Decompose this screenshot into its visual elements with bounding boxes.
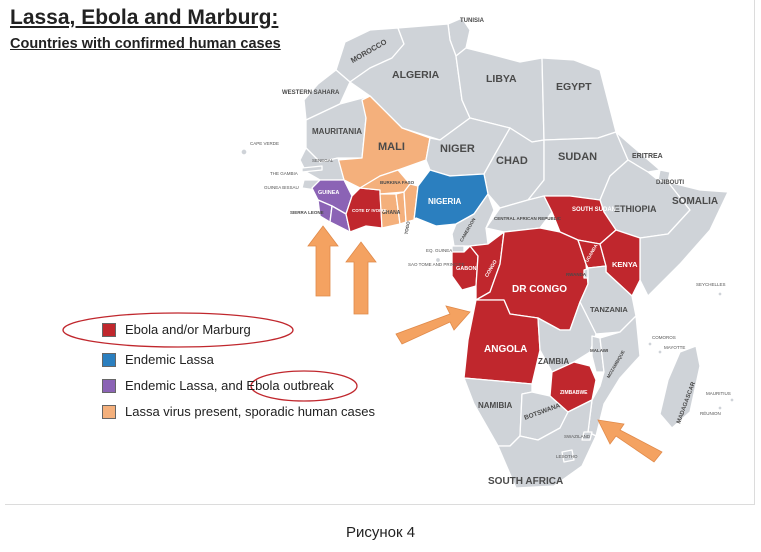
label-seychelles: SEYCHELLES [696,282,726,287]
arrow-angola [395,305,471,345]
country-mauritius [729,397,735,403]
label-mauritania: MAURITANIA [312,127,362,136]
label-cape-verde: CAPE VERDE [250,141,279,146]
country-madagascar [659,345,701,429]
label-senegal: SENEGAL [312,158,334,163]
legend-item-lassa-ebola: Endemic Lassa, and Ebola outbreak [102,378,334,393]
label-tunisia: TUNISIA [460,18,485,24]
label-ghana: GHANA [382,210,401,216]
legend: Ebola and/or Marburg Endemic Lassa Endem… [72,312,412,432]
country-mayotte [657,349,663,355]
legend-swatch [102,404,116,419]
country-gambia [301,165,323,173]
label-western-sahara: WESTERN SAHARA [282,90,340,96]
label-sierra-leone: SIERRA LEONE [290,210,324,215]
country-cape-verde [240,148,248,156]
country-seychelles [717,291,723,297]
country-cameroon [451,193,495,247]
label-mauritius: MAURITIUS [706,391,731,396]
arrow-guinea [307,225,339,297]
map-frame [5,0,755,505]
country-somalia [639,181,729,297]
legend-swatch [102,352,116,367]
country-malawi [591,335,605,373]
legend-swatch [102,322,116,337]
label-gambia: THE GAMBIA [270,171,298,176]
label-libya: LIBYA [486,73,517,85]
label-guinea-bissau: GUINEA BISSAU [264,185,299,190]
label-nigeria: NIGERIA [428,197,462,206]
legend-label: Endemic Lassa, and Ebola outbreak [125,378,334,393]
country-eritrea [615,131,661,173]
legend-label: Endemic Lassa [125,352,214,367]
label-chad: CHAD [496,155,528,167]
legend-item-ebola-marburg: Ebola and/or Marburg [102,322,251,337]
legend-label: Lassa virus present, sporadic human case… [125,404,376,419]
label-malawi: MALAWI [590,348,608,353]
highlight-ellipse-ebola-outbreak [250,370,358,402]
label-mali: MALI [378,141,405,153]
figure-caption: Рисунок 4 [345,524,416,541]
label-algeria: ALGERIA [392,69,440,81]
label-south-africa: SOUTH AFRICA [488,476,563,487]
legend-item-lassa-sporadic: Lassa virus present, sporadic human case… [102,404,375,419]
label-djibouti: DJIBOUTI [656,180,684,186]
label-eq-guinea: EQ. GUINEA [426,248,452,253]
label-egypt: EGYPT [556,81,592,93]
label-south-sudan: SOUTH SUDAN [572,207,616,213]
arrow-cote-divoire [345,241,377,315]
label-guinea: GUINEA [318,190,339,196]
map-subtitle: Countries with confirmed human cases [10,36,281,52]
label-ethiopia: ETHIOPIA [614,204,657,214]
country-reunion [717,405,723,411]
label-car: CENTRAL AFRICAN REPUBLIC [494,216,562,221]
label-swaziland: SWAZILAND [564,434,591,439]
legend-label: Ebola and/or Marburg [125,322,251,337]
country-sao-tome [434,256,442,264]
label-sao-tome: SAO TOME AND PRINCIPE [408,262,465,267]
label-rwanda: RWANDA [566,272,587,277]
label-angola: ANGOLA [484,344,527,355]
highlight-ellipse-legend [62,312,294,348]
label-eritrea: ERITREA [632,153,663,160]
label-tanzania: TANZANIA [590,305,628,314]
label-cote-divoire: COTE D' IVOIRE [352,208,387,213]
country-swaziland [581,431,593,441]
label-kenya: KENYA [612,260,638,269]
label-mayotte: MAYOTTE [664,345,685,350]
label-lesotho: LESOTHO [556,454,578,459]
label-gabon: GABON [456,266,477,272]
country-comoros [647,341,653,347]
label-comoros: COMOROS [652,335,676,340]
label-reunion: RÉUNION [700,410,721,416]
country-liberia [329,205,351,233]
label-zambia: ZAMBIA [538,357,569,366]
legend-item-endemic-lassa: Endemic Lassa [102,352,214,367]
map-title: Lassa, Ebola and Marburg: [10,6,279,29]
country-angola [463,299,541,385]
label-namibia: NAMIBIA [478,401,512,410]
label-niger: NIGER [440,143,475,155]
label-sudan: SUDAN [558,151,597,163]
country-lesotho [561,449,575,463]
country-egypt [541,57,617,141]
label-zimbabwe: ZIMBABWE [560,390,588,396]
legend-swatch [102,378,116,393]
label-somalia: SOMALIA [672,196,718,207]
country-eq-guinea [451,245,465,253]
label-togo: TOGO [404,221,411,235]
country-algeria [349,23,471,141]
label-dr-congo: DR CONGO [512,284,567,295]
arrow-zimbabwe [597,419,663,463]
label-burkina-faso: BURKINA FASO [380,180,415,185]
country-south-africa [497,399,597,489]
